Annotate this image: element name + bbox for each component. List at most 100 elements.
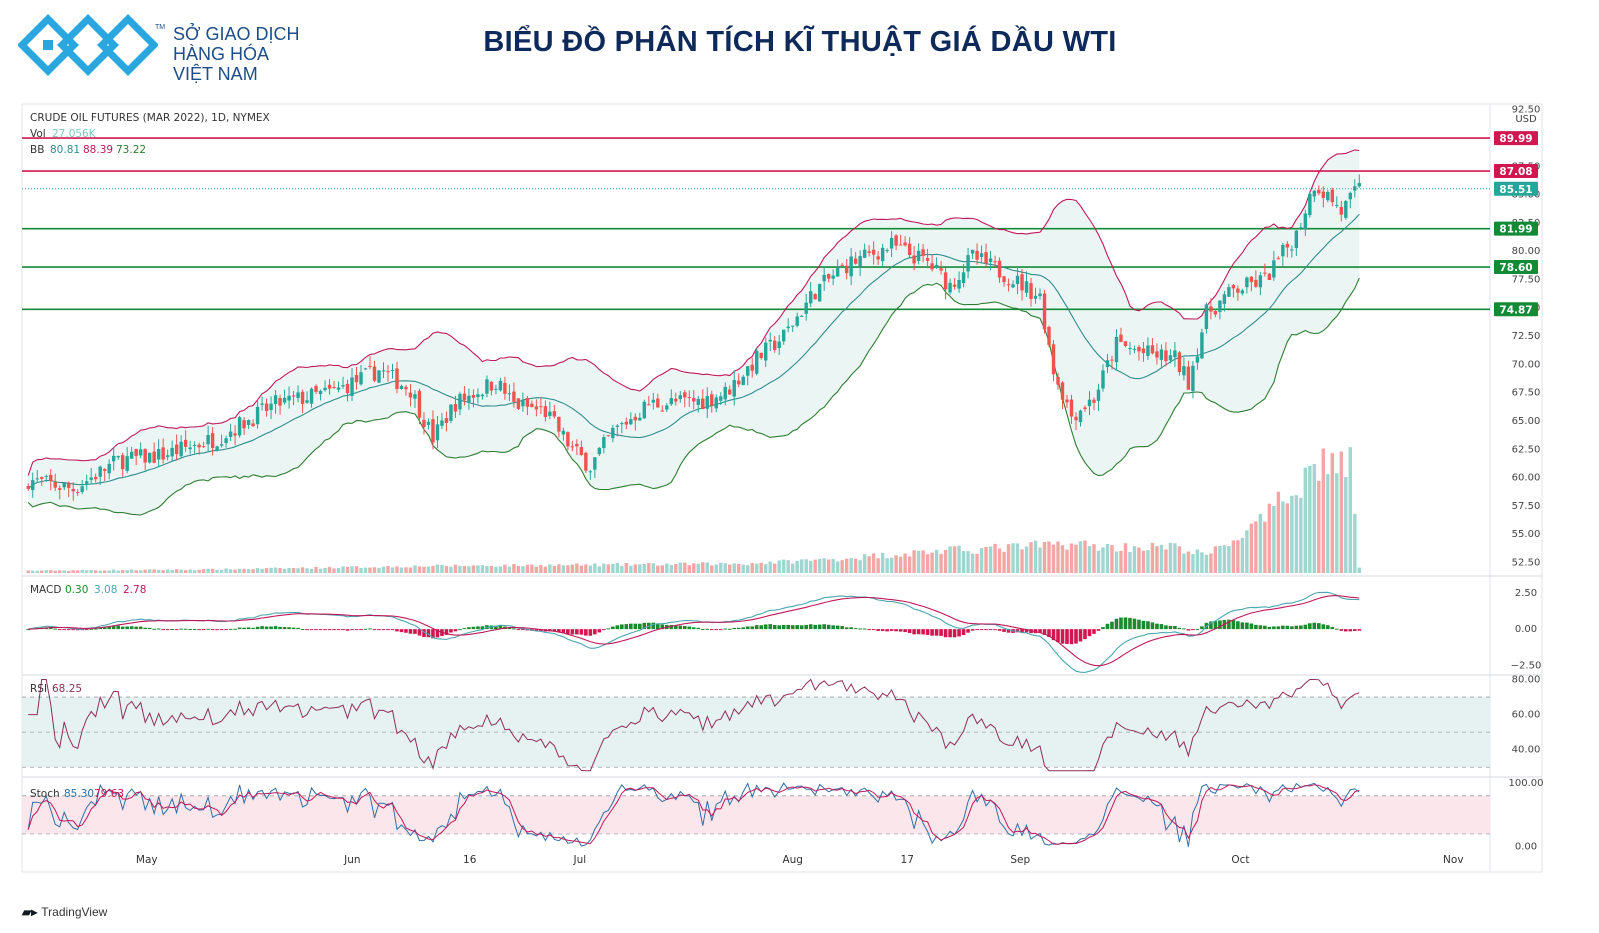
volume-bar — [822, 558, 826, 573]
macd-histogram-bar — [615, 625, 620, 630]
candle-body — [611, 427, 615, 439]
volume-bar — [1128, 552, 1132, 573]
volume-bar — [363, 567, 368, 573]
volume-bar — [440, 564, 444, 573]
volume-bar — [1330, 453, 1335, 573]
candle-body — [575, 443, 579, 447]
candle-body — [116, 455, 120, 458]
volume-bar — [1209, 553, 1213, 573]
macd-signal-line — [28, 595, 1360, 667]
candle-body — [889, 237, 894, 249]
candle-body — [970, 249, 975, 254]
candle-body — [1060, 382, 1065, 400]
macd-histogram-bar — [422, 629, 426, 638]
candle-body — [1348, 192, 1353, 200]
candle-body — [336, 387, 341, 390]
candle-body — [296, 392, 300, 398]
candle-body — [1164, 350, 1168, 362]
macd-histogram-bar — [1069, 629, 1074, 645]
candle-body — [1245, 277, 1249, 288]
price-tick-label: 62.50 — [1512, 444, 1541, 455]
macd-histogram-bar — [1195, 628, 1200, 630]
candle-body — [332, 387, 336, 389]
candle-body — [282, 397, 287, 403]
volume-bar — [876, 558, 880, 573]
volume-bar — [629, 565, 633, 573]
candle-body — [251, 423, 255, 427]
macd-histogram-bar — [273, 626, 278, 630]
volume-bar — [840, 560, 844, 573]
macd-histogram-bar — [988, 629, 993, 631]
candle-body — [957, 280, 961, 289]
volume-bar — [1272, 505, 1276, 573]
macd-histogram-bar — [790, 625, 795, 630]
macd-histogram-bar — [480, 626, 485, 630]
macd-histogram-bar — [390, 629, 395, 631]
macd-histogram-bar — [116, 625, 120, 630]
candle-body — [907, 243, 912, 255]
volume-bar — [728, 564, 732, 573]
volume-bar — [862, 554, 867, 573]
candle-body — [790, 325, 795, 327]
candle-body — [687, 396, 691, 398]
level-tag-label-2: 81.99 — [1499, 224, 1532, 236]
candle-body — [503, 382, 507, 394]
macd-histogram-bar — [611, 626, 615, 630]
candle-body — [1276, 258, 1281, 260]
volume-bar — [62, 570, 66, 573]
candle-body — [1011, 284, 1015, 288]
candle-body — [125, 456, 129, 471]
candle-body — [458, 393, 462, 410]
candle-body — [566, 432, 570, 447]
candle-body — [1087, 399, 1092, 407]
candle-body — [1029, 283, 1033, 300]
brand-tm: TM — [155, 24, 166, 31]
candle-body — [1299, 227, 1303, 229]
macd-histogram-bar — [588, 629, 593, 636]
candle-body — [1123, 341, 1128, 347]
macd-histogram-bar — [826, 624, 831, 630]
volume-bar — [111, 569, 116, 573]
candle-body — [781, 329, 786, 342]
macd-histogram-bar — [206, 628, 210, 630]
volume-bar — [476, 565, 480, 573]
volume-bar — [759, 562, 763, 573]
macd-histogram-bar — [210, 629, 215, 631]
stoch-legend-label: Stoch — [30, 788, 60, 800]
volume-bar — [404, 567, 408, 573]
stoch-tick-label: 0.00 — [1515, 842, 1537, 853]
time-axis-label: 16 — [463, 854, 477, 866]
volume-bar — [683, 562, 687, 573]
macd-histogram-bar — [876, 629, 880, 632]
volume-bar — [1281, 501, 1285, 573]
macd-histogram-bar — [1083, 629, 1087, 640]
candle-body — [1047, 326, 1051, 345]
candle-body — [1272, 260, 1276, 278]
volume-bar — [467, 566, 471, 573]
macd-histogram-bar — [314, 629, 318, 631]
macd-histogram-bar — [1312, 622, 1317, 630]
macd-histogram-bar — [638, 623, 642, 630]
macd-histogram-bar — [161, 629, 165, 631]
price-tick-label: 60.00 — [1512, 473, 1541, 484]
candle-body — [242, 420, 246, 429]
macd-histogram-bar — [930, 629, 934, 636]
macd-legend-value-2: 2.78 — [123, 584, 146, 596]
macd-histogram-bar — [242, 627, 246, 630]
volume-bar — [844, 558, 849, 573]
macd-histogram-bar — [835, 625, 840, 630]
volume-bar — [615, 563, 620, 573]
volume-bar — [314, 566, 318, 573]
candle-body — [93, 476, 98, 480]
macd-histogram-bar — [111, 625, 116, 630]
macd-histogram-bar — [368, 628, 372, 630]
candle-body — [1254, 279, 1258, 287]
candle-body — [732, 380, 736, 397]
volume-bar — [503, 564, 507, 573]
candle-body — [1308, 193, 1312, 216]
macd-histogram-bar — [1186, 629, 1191, 631]
volume-bar — [102, 570, 107, 573]
volume-bar — [161, 570, 165, 573]
volume-bar — [611, 563, 615, 573]
candle-body — [1191, 365, 1195, 392]
